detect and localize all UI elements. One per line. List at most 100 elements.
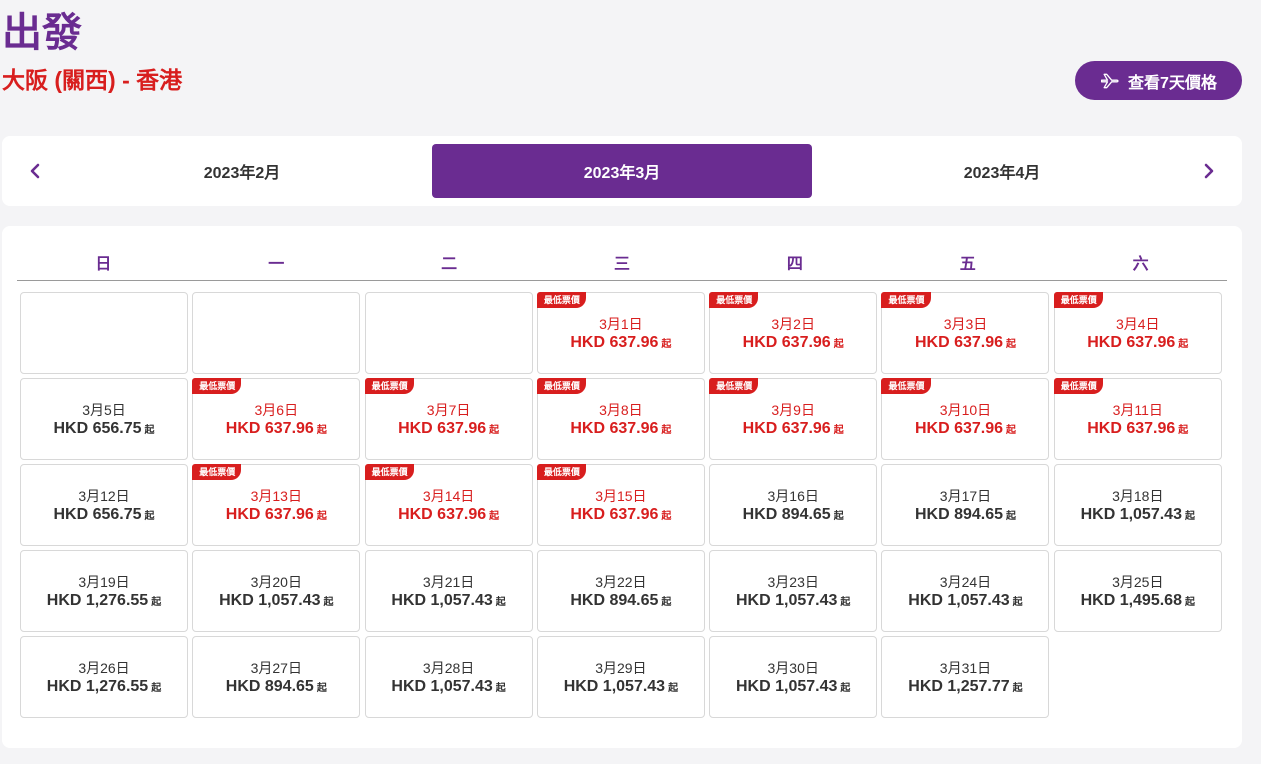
chevron-left-icon[interactable] <box>22 158 48 184</box>
day-price: HKD 637.96 起 <box>710 420 876 438</box>
calendar-day-cell[interactable]: 3月29日 HKD 1,057.43 起 <box>536 636 705 718</box>
day-price: HKD 1,057.43 起 <box>1055 506 1221 524</box>
price-from-suffix: 起 <box>495 597 506 608</box>
tab-next-month[interactable]: 2023年4月 <box>963 165 1041 182</box>
chevron-right-icon[interactable] <box>1196 158 1222 184</box>
day-date: 3月15日 <box>595 488 647 504</box>
calendar-day-cell[interactable]: 最低票價 3月14日 HKD 637.96 起 <box>364 464 533 546</box>
calendar-day-cell[interactable]: 3月25日 HKD 1,495.68 起 <box>1053 550 1222 632</box>
price-value: HKD 1,057.43 <box>391 678 493 695</box>
day-date: 3月9日 <box>771 402 815 418</box>
price-value: HKD 637.96 <box>742 334 831 351</box>
price-from-suffix: 起 <box>833 425 844 436</box>
calendar-day-cell[interactable]: 3月24日 HKD 1,057.43 起 <box>881 550 1050 632</box>
calendar-day-cell[interactable]: 最低票價 3月3日 HKD 637.96 起 <box>881 292 1050 374</box>
day-date: 3月30日 <box>767 660 819 676</box>
calendar-day-cell[interactable]: 3月18日 HKD 1,057.43 起 <box>1053 464 1222 546</box>
day-date: 3月19日 <box>78 574 130 590</box>
day-date: 3月5日 <box>82 402 126 418</box>
calendar-day-cell[interactable]: 3月19日 HKD 1,276.55 起 <box>20 550 188 632</box>
calendar-day-cell[interactable]: 最低票價 3月11日 HKD 637.96 起 <box>1053 378 1222 460</box>
day-price: HKD 637.96 起 <box>538 420 704 438</box>
day-date: 3月3日 <box>943 316 988 332</box>
view-7-day-prices-label: 查看7天價格 <box>1128 74 1217 92</box>
calendar-day-cell[interactable]: 最低票價 3月15日 HKD 637.96 起 <box>536 464 705 546</box>
tab-current-month[interactable]: 2023年3月 <box>432 144 812 198</box>
price-value: HKD 637.96 <box>1087 334 1176 351</box>
price-value: HKD 894.65 <box>914 506 1003 523</box>
price-value: HKD 894.65 <box>570 592 659 609</box>
price-from-suffix: 起 <box>151 683 162 694</box>
price-value: HKD 637.96 <box>1087 420 1176 437</box>
day-date: 3月24日 <box>939 574 992 590</box>
day-price: HKD 637.96 起 <box>366 506 532 524</box>
calendar-day-cell[interactable]: 3月31日 HKD 1,257.77 起 <box>881 636 1050 718</box>
calendar-day-cell[interactable]: 最低票價 3月10日 HKD 637.96 起 <box>881 378 1050 460</box>
calendar-day-cell[interactable]: 最低票價 3月9日 HKD 637.96 起 <box>709 378 878 460</box>
day-price: HKD 637.96 起 <box>882 334 1048 352</box>
price-from-suffix: 起 <box>661 511 672 522</box>
lowest-fare-badge: 最低票價 <box>364 464 414 480</box>
day-date: 3月4日 <box>1115 316 1160 332</box>
day-price: HKD 637.96 起 <box>1055 420 1221 438</box>
day-price: HKD 637.96 起 <box>710 334 876 352</box>
day-date: 3月16日 <box>767 488 819 504</box>
calendar-day-cell[interactable]: 3月30日 HKD 1,057.43 起 <box>709 636 878 718</box>
calendar-day-cell[interactable]: 3月16日 HKD 894.65 起 <box>709 464 878 546</box>
weekday-mon: 一 <box>268 256 285 273</box>
price-value: HKD 1,057.43 <box>908 592 1010 609</box>
page-title: 出發 <box>2 11 82 55</box>
price-from-suffix: 起 <box>1012 683 1023 694</box>
price-from-suffix: 起 <box>1012 597 1023 608</box>
day-date: 3月12日 <box>78 488 130 504</box>
calendar-day-cell[interactable]: 3月12日 HKD 656.75 起 <box>20 464 188 546</box>
price-from-suffix: 起 <box>489 511 500 522</box>
calendar-day-cell[interactable]: 最低票價 3月2日 HKD 637.96 起 <box>709 292 878 374</box>
day-price: HKD 1,057.43 起 <box>366 678 532 696</box>
day-price: HKD 656.75 起 <box>21 420 187 438</box>
calendar-empty-cell <box>364 292 533 374</box>
month-navigation: 2023年2月 2023年3月 2023年4月 <box>2 136 1242 206</box>
price-value: HKD 1,057.43 <box>1080 506 1182 523</box>
day-price: HKD 1,276.55 起 <box>21 592 187 610</box>
calendar-day-cell[interactable]: 最低票價 3月8日 HKD 637.96 起 <box>536 378 705 460</box>
lowest-fare-badge: 最低票價 <box>536 378 586 394</box>
calendar-day-cell[interactable]: 3月28日 HKD 1,057.43 起 <box>364 636 533 718</box>
price-from-suffix: 起 <box>1006 511 1016 522</box>
day-price: HKD 1,495.68 起 <box>1055 592 1221 610</box>
day-date: 3月31日 <box>939 660 992 676</box>
price-value: HKD 894.65 <box>225 678 314 695</box>
day-price: HKD 656.75 起 <box>21 506 187 524</box>
calendar-day-cell[interactable]: 3月21日 HKD 1,057.43 起 <box>364 550 533 632</box>
weekday-sat: 六 <box>1132 256 1149 273</box>
calendar-day-cell[interactable]: 3月5日 HKD 656.75 起 <box>20 378 188 460</box>
calendar-day-cell[interactable]: 3月27日 HKD 894.65 起 <box>192 636 361 718</box>
view-7-day-prices-button[interactable]: 查看7天價格 <box>1075 61 1242 100</box>
price-from-suffix: 起 <box>316 511 327 522</box>
calendar-day-cell[interactable]: 3月17日 HKD 894.65 起 <box>881 464 1050 546</box>
day-price: HKD 894.65 起 <box>538 592 704 610</box>
weekday-sun: 日 <box>95 256 112 273</box>
price-value: HKD 1,276.55 <box>46 678 149 695</box>
price-value: HKD 637.96 <box>398 420 487 437</box>
calendar-day-cell[interactable]: 最低票價 3月6日 HKD 637.96 起 <box>192 378 361 460</box>
lowest-fare-badge: 最低票價 <box>881 292 931 308</box>
calendar-day-cell[interactable]: 3月20日 HKD 1,057.43 起 <box>192 550 361 632</box>
price-from-suffix: 起 <box>1006 339 1016 350</box>
calendar-day-cell[interactable]: 最低票價 3月1日 HKD 637.96 起 <box>536 292 705 374</box>
day-date: 3月10日 <box>939 402 992 418</box>
calendar-day-cell[interactable]: 3月26日 HKD 1,276.55 起 <box>20 636 188 718</box>
calendar-day-cell[interactable]: 最低票價 3月13日 HKD 637.96 起 <box>192 464 361 546</box>
price-from-suffix: 起 <box>489 425 500 436</box>
price-value: HKD 637.96 <box>570 420 659 437</box>
price-value: HKD 1,057.43 <box>391 592 493 609</box>
calendar-day-cell[interactable]: 最低票價 3月4日 HKD 637.96 起 <box>1053 292 1222 374</box>
price-from-suffix: 起 <box>151 597 162 608</box>
price-from-suffix: 起 <box>1178 425 1189 436</box>
tab-prev-month[interactable]: 2023年2月 <box>203 165 281 182</box>
calendar-day-cell[interactable]: 最低票價 3月7日 HKD 637.96 起 <box>364 378 533 460</box>
calendar-day-cell[interactable]: 3月22日 HKD 894.65 起 <box>536 550 705 632</box>
day-price: HKD 1,057.43 起 <box>710 592 876 610</box>
day-price: HKD 1,057.43 起 <box>538 678 704 696</box>
calendar-day-cell[interactable]: 3月23日 HKD 1,057.43 起 <box>709 550 878 632</box>
